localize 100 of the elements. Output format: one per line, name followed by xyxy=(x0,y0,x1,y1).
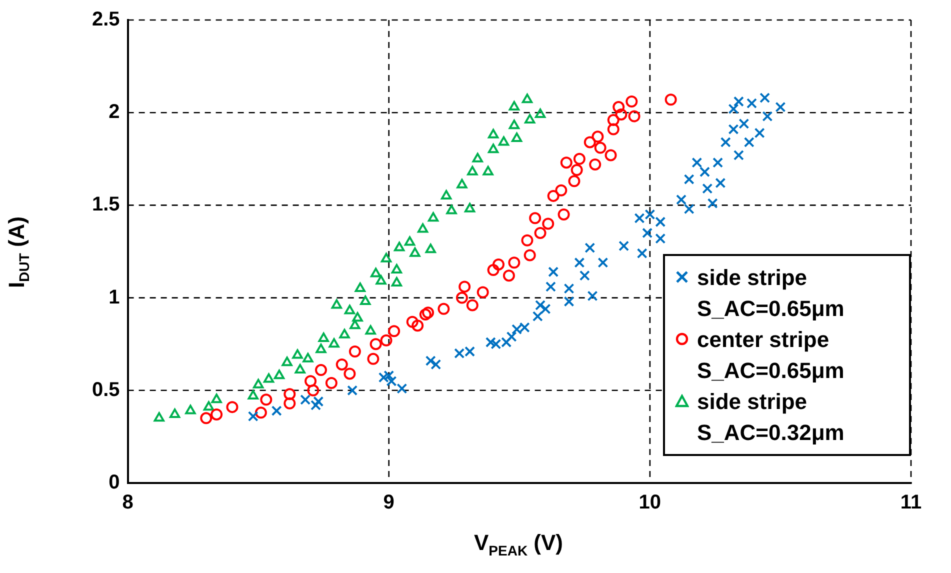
point xyxy=(331,299,342,309)
point xyxy=(488,128,499,138)
point xyxy=(365,325,376,335)
point xyxy=(485,337,496,348)
point xyxy=(508,256,520,269)
point xyxy=(573,152,586,165)
point xyxy=(676,194,687,205)
point xyxy=(684,204,694,214)
point xyxy=(348,346,361,358)
point xyxy=(519,322,530,333)
point xyxy=(248,411,258,422)
point xyxy=(446,204,457,214)
point xyxy=(655,233,666,244)
point xyxy=(490,338,502,350)
point xyxy=(456,292,468,304)
point xyxy=(352,312,363,322)
point xyxy=(574,257,585,268)
point xyxy=(254,406,267,419)
point xyxy=(728,104,739,114)
point xyxy=(664,94,677,106)
point xyxy=(498,136,510,146)
point xyxy=(508,101,520,111)
point xyxy=(314,364,327,376)
point xyxy=(547,190,560,202)
point xyxy=(592,130,604,143)
point xyxy=(313,396,324,407)
point xyxy=(760,92,770,104)
point xyxy=(316,344,326,354)
point xyxy=(728,124,739,135)
point xyxy=(271,406,282,416)
point xyxy=(440,190,452,200)
point xyxy=(412,320,424,332)
point xyxy=(607,114,620,126)
point xyxy=(762,111,773,122)
point xyxy=(568,175,580,188)
point xyxy=(598,257,608,268)
point xyxy=(472,152,483,162)
point xyxy=(715,178,726,188)
point xyxy=(511,132,522,142)
point xyxy=(274,370,285,380)
point xyxy=(655,216,666,228)
point xyxy=(589,158,602,170)
point xyxy=(425,356,436,366)
point xyxy=(545,281,556,292)
point xyxy=(454,348,465,359)
point xyxy=(396,383,408,394)
point xyxy=(488,144,499,154)
point xyxy=(524,249,536,262)
point xyxy=(380,334,392,346)
point xyxy=(282,356,292,366)
point xyxy=(406,316,418,328)
point xyxy=(540,304,551,314)
point xyxy=(501,337,512,348)
point xyxy=(325,376,338,389)
point xyxy=(307,384,320,396)
point xyxy=(521,234,534,246)
point xyxy=(712,157,724,168)
point xyxy=(506,331,517,342)
point xyxy=(336,358,348,370)
point xyxy=(618,240,630,252)
point xyxy=(380,252,392,262)
y-tick-label: 2 xyxy=(108,101,120,124)
point xyxy=(604,149,617,162)
point xyxy=(558,208,570,220)
point xyxy=(169,408,180,418)
point xyxy=(370,268,382,278)
point xyxy=(628,110,640,122)
point xyxy=(615,108,628,120)
point xyxy=(754,128,765,138)
point xyxy=(367,352,380,365)
x-tick-label: 9 xyxy=(383,492,394,514)
y-tick-label: 2.5 xyxy=(92,8,120,31)
point xyxy=(560,156,572,169)
point xyxy=(502,270,515,282)
point xyxy=(584,136,596,148)
point xyxy=(378,372,389,383)
point xyxy=(564,283,574,294)
point xyxy=(417,223,428,233)
point xyxy=(388,325,400,338)
point xyxy=(428,212,439,222)
point xyxy=(248,390,258,400)
point xyxy=(508,120,520,130)
point xyxy=(534,108,546,118)
x-axis-title: V$_{PEAK}$ (V) xyxy=(472,530,564,558)
y-tick-label: 0 xyxy=(108,472,120,494)
point xyxy=(226,401,238,414)
point xyxy=(185,404,196,414)
point xyxy=(692,157,702,168)
point xyxy=(404,236,416,246)
point xyxy=(700,166,710,178)
point xyxy=(634,212,645,224)
point xyxy=(487,264,500,276)
point xyxy=(482,166,494,176)
legend-label: side stripe S_AC=0.32μm xyxy=(697,388,846,447)
x-tick-label: 11 xyxy=(900,492,922,514)
point xyxy=(464,346,476,357)
point xyxy=(555,184,568,196)
point xyxy=(284,388,296,400)
point xyxy=(154,412,164,422)
point xyxy=(464,202,476,212)
